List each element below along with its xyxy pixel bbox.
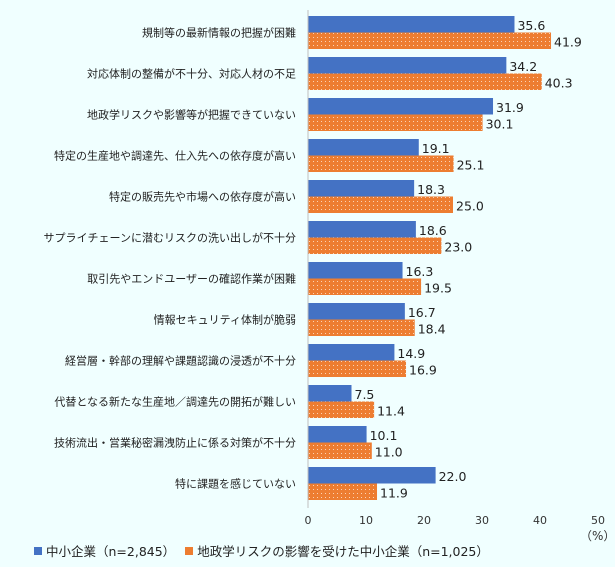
data-label: 7.5 xyxy=(355,387,375,402)
bar-sme xyxy=(308,57,507,74)
data-label: 18.4 xyxy=(418,322,446,337)
bar-affected-sme xyxy=(308,319,415,336)
category-label: 情報セキュリティ体制が脆弱 xyxy=(154,313,296,327)
legend-item-affected-sme: 地政学リスクの影響を受けた中小企業（n=1,025） xyxy=(185,541,489,560)
data-label: 25.0 xyxy=(456,199,484,214)
data-label: 19.1 xyxy=(422,141,450,156)
legend-item-sme: 中小企業（n=2,845） xyxy=(34,541,175,560)
category-label: 取引先やエンドユーザーの確認作業が困難 xyxy=(87,272,296,286)
bar-affected-sme xyxy=(308,196,453,213)
legend-label: 地政学リスクの影響を受けた中小企業（n=1,025） xyxy=(197,544,489,559)
bar-sme xyxy=(308,426,367,443)
category-label: 特定の生産地や調達先、仕入先への依存度が高い xyxy=(54,149,296,163)
data-label: 31.9 xyxy=(496,100,524,115)
legend-swatch-orange xyxy=(185,546,194,555)
x-axis-unit: （%） xyxy=(580,529,615,543)
bar-affected-sme xyxy=(308,278,422,295)
category-label: 経営層・幹部の理解や課題認識の浸透が不十分 xyxy=(65,354,296,368)
bar-sme xyxy=(308,262,403,279)
data-label: 23.0 xyxy=(444,240,472,255)
bar-affected-sme xyxy=(308,155,454,172)
x-tick-label: 30 xyxy=(475,514,489,527)
data-label: 25.1 xyxy=(457,158,485,173)
data-label: 16.9 xyxy=(409,363,437,378)
bar-sme xyxy=(308,221,416,238)
category-label: 代替となる新たな生産地／調達先の開拓が難しい xyxy=(54,395,296,409)
data-label: 18.3 xyxy=(417,182,445,197)
x-tick-label: 40 xyxy=(533,514,547,527)
bar-affected-sme xyxy=(308,483,378,500)
bar-affected-sme xyxy=(308,237,442,254)
data-label: 30.1 xyxy=(486,117,514,132)
legend: 中小企業（n=2,845） 地政学リスクの影響を受けた中小企業（n=1,025） xyxy=(34,541,489,560)
category-label: 特定の販売先や市場への依存度が高い xyxy=(109,190,296,204)
data-label: 10.1 xyxy=(370,428,398,443)
category-label: 地政学リスクや影響等が把握できていない xyxy=(87,108,296,122)
bar-affected-sme xyxy=(308,73,542,90)
data-label: 16.7 xyxy=(408,305,436,320)
data-label: 34.2 xyxy=(509,59,537,74)
data-label: 11.9 xyxy=(380,486,408,501)
legend-label: 中小企業（n=2,845） xyxy=(46,544,176,559)
category-label: 対応体制の整備が不十分、対応人材の不足 xyxy=(87,67,296,81)
data-label: 41.9 xyxy=(554,35,582,50)
bar-sme xyxy=(308,303,405,320)
x-tick-label: 50 xyxy=(591,514,605,527)
bar-affected-sme xyxy=(308,32,552,49)
bar-affected-sme xyxy=(308,360,407,377)
bar-sme xyxy=(308,98,494,115)
x-tick-label: 20 xyxy=(417,514,431,527)
bar-affected-sme xyxy=(308,442,372,459)
data-label: 11.4 xyxy=(377,404,405,419)
data-label: 19.5 xyxy=(424,281,452,296)
data-label: 22.0 xyxy=(439,469,467,484)
bar-affected-sme xyxy=(308,114,483,131)
bar-sme xyxy=(308,385,352,402)
legend-swatch-blue xyxy=(34,546,42,555)
category-label: サプライチェーンに潜むリスクの洗い出しが不十分 xyxy=(44,231,296,245)
data-label: 40.3 xyxy=(545,76,573,91)
bar-sme xyxy=(308,180,415,197)
data-label: 11.0 xyxy=(375,445,403,460)
x-tick-label: 0 xyxy=(305,514,312,527)
bar-sme xyxy=(308,139,419,156)
category-label: 技術流出・営業秘密漏洩防止に係る対策が不十分 xyxy=(54,436,296,450)
x-tick-label: 10 xyxy=(359,514,373,527)
bar-sme xyxy=(308,344,395,361)
bar-sme xyxy=(308,16,515,33)
data-label: 18.6 xyxy=(419,223,447,238)
data-label: 14.9 xyxy=(397,346,425,361)
category-label: 規制等の最新情報の把握が困難 xyxy=(142,26,296,40)
category-label: 特に課題を感じていない xyxy=(175,477,296,491)
data-label: 16.3 xyxy=(406,264,434,279)
bar-sme xyxy=(308,467,436,484)
data-label: 35.6 xyxy=(517,18,545,33)
bar-affected-sme xyxy=(308,401,375,418)
